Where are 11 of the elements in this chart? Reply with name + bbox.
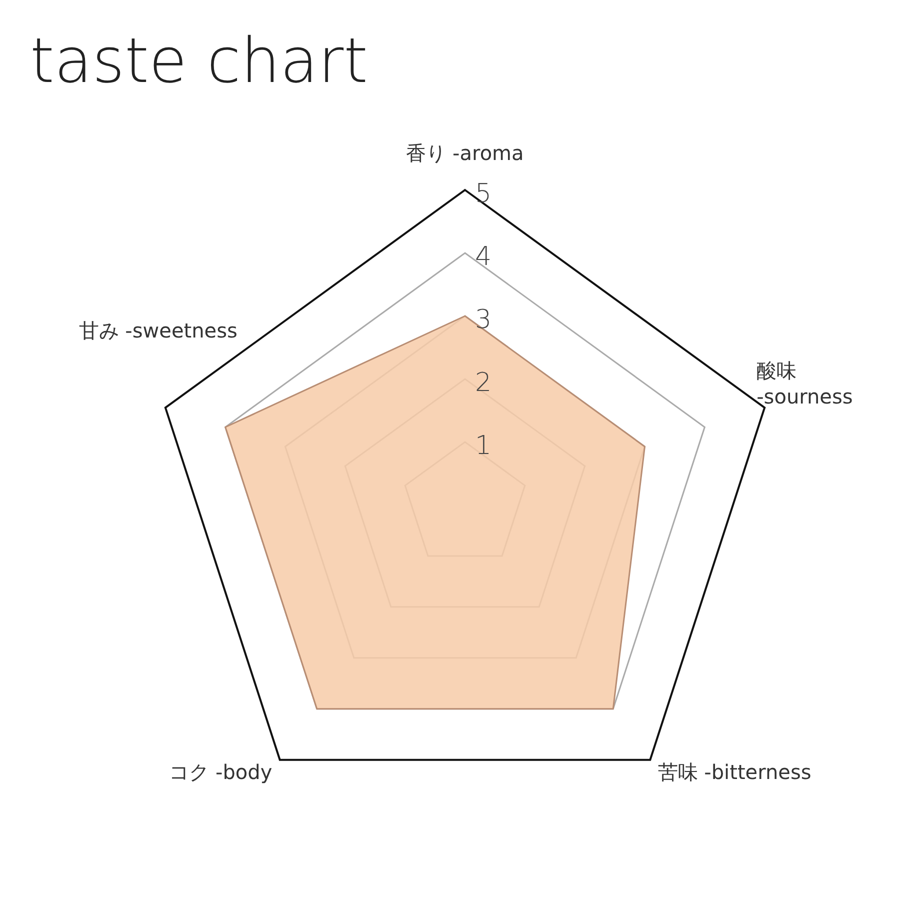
y-tick-label: 2: [475, 368, 492, 398]
y-tick-label: 4: [475, 242, 492, 272]
spoke-label: 酸味 -sourness: [756, 358, 853, 409]
spoke-label: コク -body: [169, 760, 272, 784]
chart-title: taste chart: [30, 24, 368, 97]
y-tick-label: 5: [475, 179, 492, 209]
spoke-label: 香り -aroma: [406, 141, 524, 165]
y-tick-label: 3: [475, 305, 492, 335]
spoke-label: 甘み -sweetness: [78, 318, 238, 343]
spoke-label: 苦味 -bitterness: [658, 760, 812, 784]
y-tick-label: 1: [475, 431, 492, 461]
